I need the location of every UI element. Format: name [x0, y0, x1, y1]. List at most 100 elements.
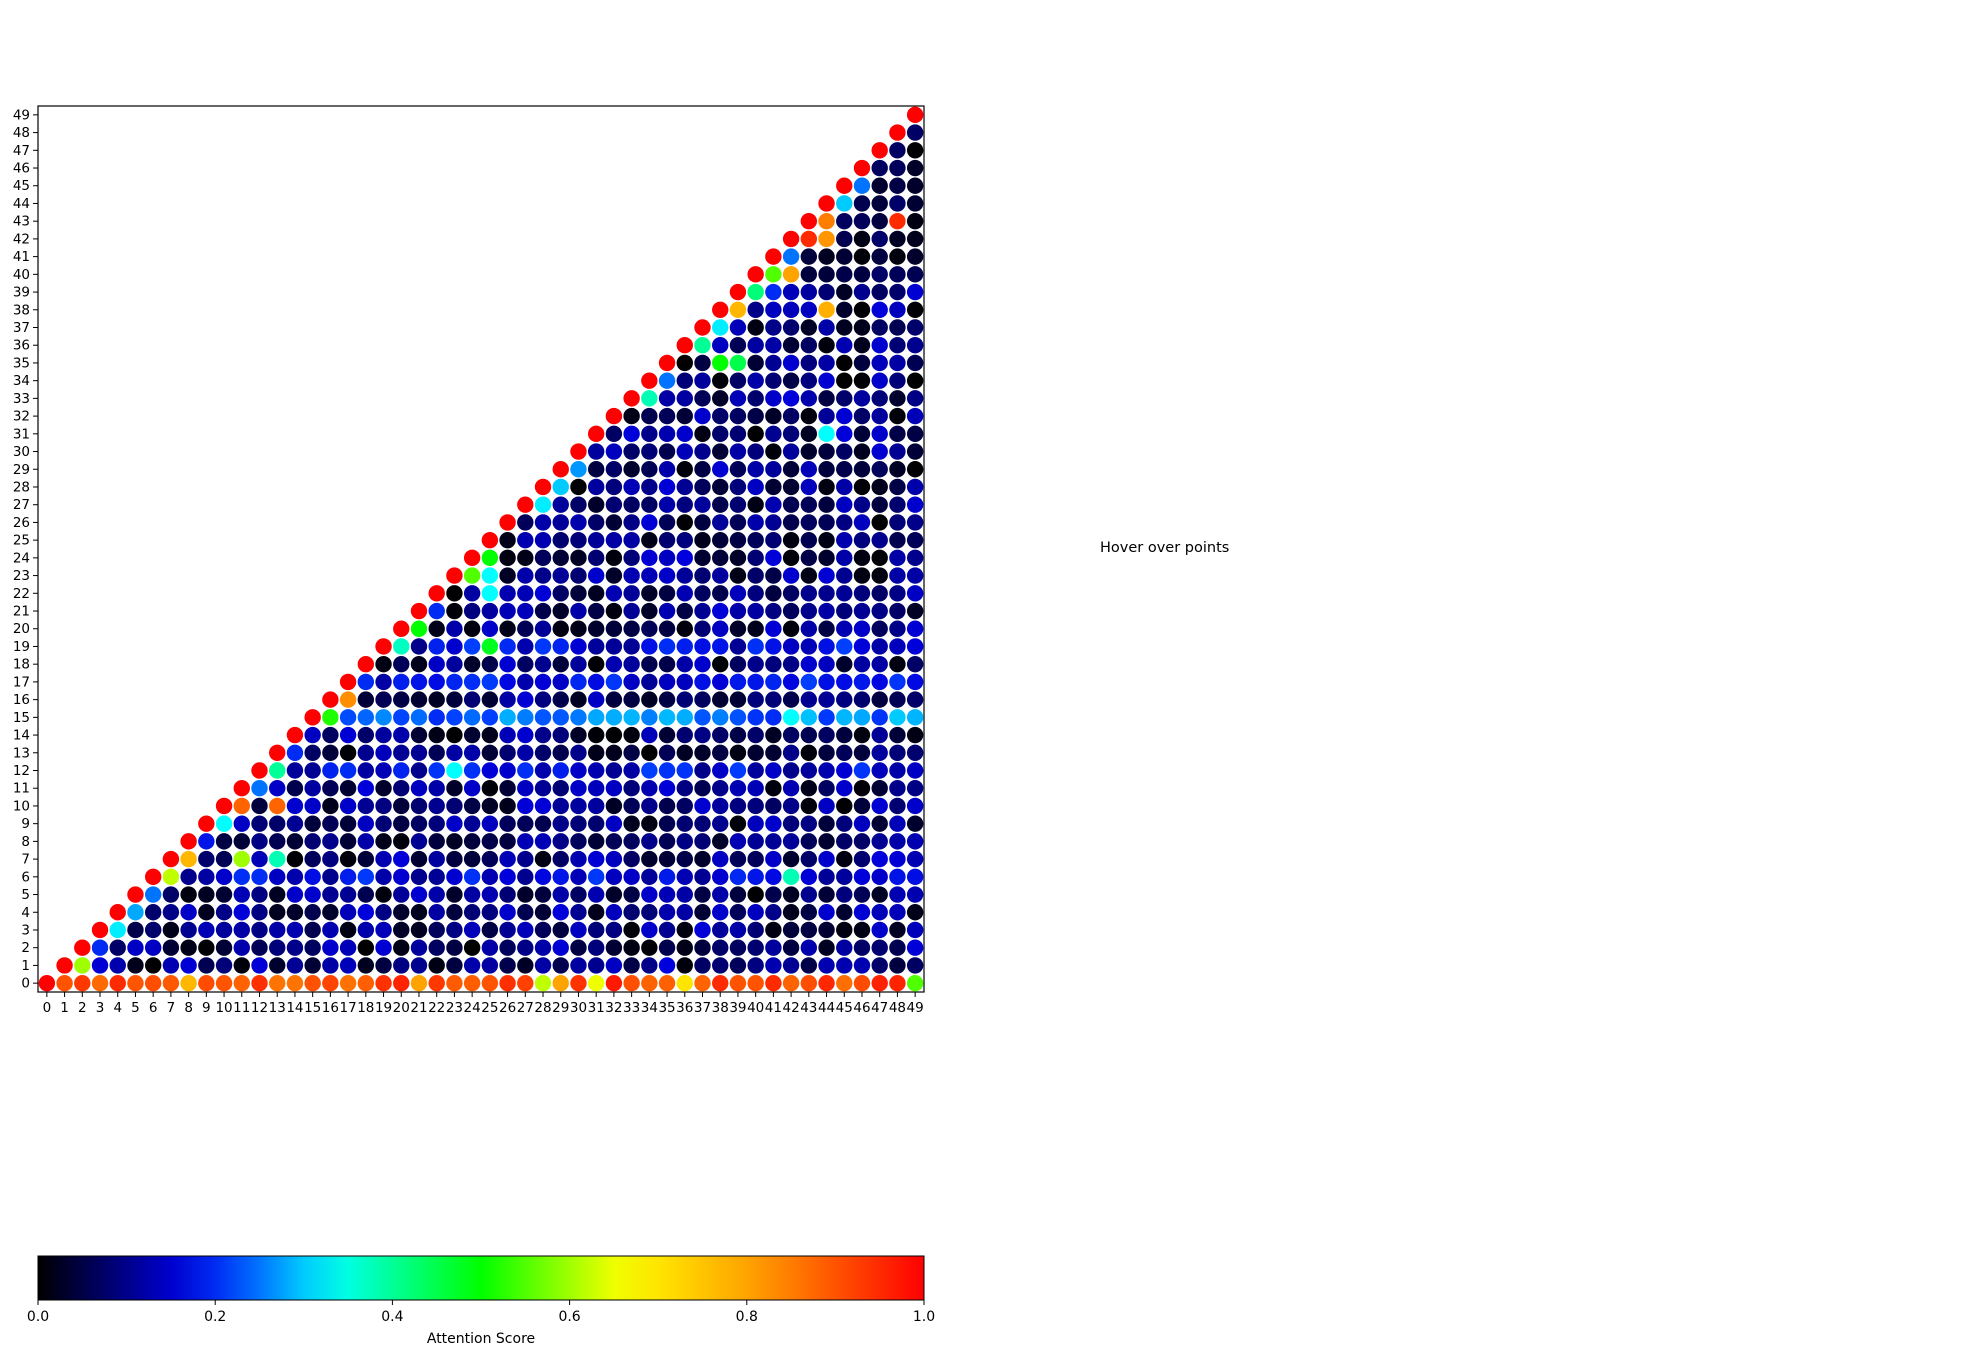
scatter-point[interactable]	[871, 780, 888, 797]
scatter-point[interactable]	[339, 744, 357, 761]
scatter-point[interactable]	[552, 939, 569, 956]
scatter-point[interactable]	[782, 461, 800, 478]
scatter-point[interactable]	[729, 496, 747, 513]
scatter-point[interactable]	[765, 797, 782, 815]
scatter-point[interactable]	[658, 850, 676, 868]
scatter-point[interactable]	[304, 762, 321, 779]
scatter-point[interactable]	[906, 124, 924, 141]
scatter-point[interactable]	[818, 301, 835, 318]
scatter-point[interactable]	[463, 602, 481, 620]
scatter-point[interactable]	[233, 939, 250, 956]
scatter-point[interactable]	[747, 709, 764, 726]
scatter-point[interactable]	[605, 709, 623, 726]
scatter-point[interactable]	[587, 780, 605, 797]
scatter-point[interactable]	[906, 390, 924, 407]
scatter-point[interactable]	[375, 815, 392, 832]
scatter-point[interactable]	[499, 762, 516, 779]
scatter-point[interactable]	[605, 868, 623, 886]
scatter-point[interactable]	[765, 726, 782, 744]
scatter-point[interactable]	[623, 744, 640, 761]
scatter-point[interactable]	[889, 850, 906, 868]
scatter-point[interactable]	[570, 443, 587, 460]
scatter-point[interactable]	[694, 443, 711, 460]
scatter-point[interactable]	[481, 762, 499, 779]
scatter-point[interactable]	[499, 850, 516, 868]
scatter-point[interactable]	[747, 266, 764, 283]
scatter-point[interactable]	[623, 655, 640, 673]
scatter-point[interactable]	[694, 602, 711, 620]
scatter-point[interactable]	[853, 850, 871, 868]
scatter-point[interactable]	[765, 744, 782, 761]
scatter-point[interactable]	[782, 478, 800, 496]
scatter-point[interactable]	[641, 904, 658, 921]
scatter-point[interactable]	[428, 709, 445, 726]
scatter-point[interactable]	[694, 638, 711, 655]
scatter-point[interactable]	[499, 691, 516, 708]
scatter-point[interactable]	[428, 921, 445, 939]
scatter-point[interactable]	[499, 886, 516, 903]
scatter-point[interactable]	[428, 850, 445, 868]
scatter-point[interactable]	[800, 833, 818, 850]
scatter-point[interactable]	[269, 797, 286, 815]
scatter-point[interactable]	[605, 407, 623, 425]
scatter-point[interactable]	[269, 833, 286, 850]
scatter-point[interactable]	[712, 602, 729, 620]
scatter-point[interactable]	[393, 620, 410, 637]
scatter-point[interactable]	[339, 868, 357, 886]
scatter-point[interactable]	[658, 443, 676, 460]
scatter-point[interactable]	[251, 886, 268, 903]
scatter-point[interactable]	[357, 744, 375, 761]
scatter-point[interactable]	[463, 957, 481, 974]
scatter-point[interactable]	[712, 815, 729, 832]
scatter-point[interactable]	[641, 762, 658, 779]
scatter-point[interactable]	[570, 531, 587, 549]
scatter-point[interactable]	[836, 744, 853, 761]
scatter-point[interactable]	[623, 904, 640, 921]
scatter-point[interactable]	[765, 443, 782, 460]
scatter-point[interactable]	[499, 531, 516, 549]
scatter-point[interactable]	[587, 957, 605, 974]
scatter-point[interactable]	[552, 780, 569, 797]
scatter-point[interactable]	[446, 904, 463, 921]
scatter-point[interactable]	[658, 762, 676, 779]
scatter-point[interactable]	[800, 461, 818, 478]
scatter-point[interactable]	[712, 407, 729, 425]
scatter-point[interactable]	[747, 833, 764, 850]
scatter-point[interactable]	[641, 939, 658, 956]
scatter-point[interactable]	[800, 549, 818, 567]
scatter-point[interactable]	[534, 709, 552, 726]
scatter-point[interactable]	[357, 850, 375, 868]
scatter-point[interactable]	[304, 921, 321, 939]
scatter-point[interactable]	[623, 868, 640, 886]
scatter-point[interactable]	[818, 886, 835, 903]
scatter-point[interactable]	[782, 850, 800, 868]
scatter-point[interactable]	[765, 850, 782, 868]
scatter-point[interactable]	[836, 390, 853, 407]
scatter-point[interactable]	[747, 337, 764, 354]
scatter-point[interactable]	[410, 673, 428, 691]
scatter-point[interactable]	[322, 691, 339, 708]
scatter-point[interactable]	[906, 585, 924, 602]
scatter-point[interactable]	[765, 354, 782, 372]
scatter-point[interactable]	[286, 726, 304, 744]
scatter-point[interactable]	[782, 974, 800, 992]
scatter-point[interactable]	[871, 443, 888, 460]
scatter-point[interactable]	[765, 514, 782, 531]
scatter-point[interactable]	[304, 744, 321, 761]
scatter-point[interactable]	[871, 390, 888, 407]
scatter-point[interactable]	[729, 425, 747, 443]
scatter-point[interactable]	[818, 337, 835, 354]
scatter-point[interactable]	[180, 957, 197, 974]
scatter-point[interactable]	[552, 815, 569, 832]
scatter-point[interactable]	[676, 815, 693, 832]
scatter-point[interactable]	[782, 797, 800, 815]
scatter-point[interactable]	[729, 921, 747, 939]
scatter-point[interactable]	[180, 921, 197, 939]
scatter-point[interactable]	[109, 921, 126, 939]
scatter-point[interactable]	[906, 567, 924, 584]
scatter-point[interactable]	[74, 939, 91, 956]
scatter-point[interactable]	[623, 620, 640, 637]
scatter-point[interactable]	[357, 655, 375, 673]
scatter-point[interactable]	[889, 655, 906, 673]
scatter-point[interactable]	[906, 726, 924, 744]
